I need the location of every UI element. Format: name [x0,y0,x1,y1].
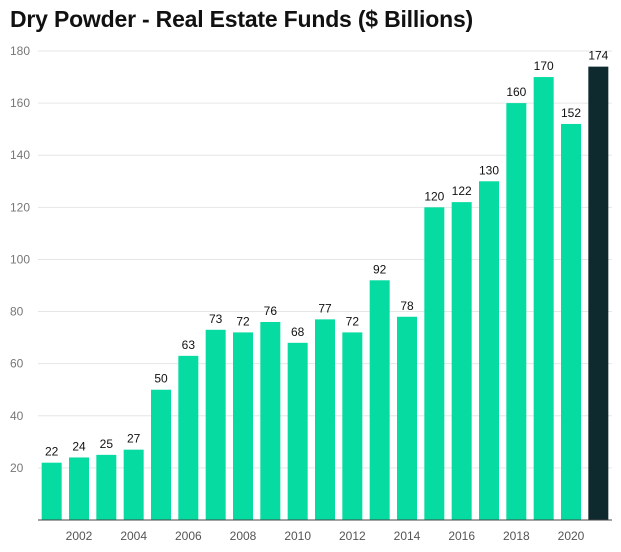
bars [41,66,609,521]
data-label-2011: 77 [318,301,332,315]
data-label-2015: 120 [424,189,444,203]
bar-2020 [561,123,581,520]
y-tick-label: 80 [10,305,24,319]
y-tick-label: 100 [10,252,30,266]
x-tick-label: 2020 [558,529,585,543]
bar-2007 [205,329,226,520]
x-axis-labels: 2002 2004 2006 2008 2010 2012 2014 2016 2018 2020 [66,529,585,543]
x-tick-label: 2014 [394,529,421,543]
bar-2002 [69,457,89,520]
data-label-2003: 25 [100,437,114,451]
chart-title: Dry Powder - Real Estate Funds ($ Billio… [10,6,473,32]
bar-2016 [451,202,472,520]
data-label-2010: 68 [291,325,305,339]
data-label-2009: 76 [264,304,278,318]
data-label-2001: 22 [45,445,59,459]
y-tick-label: 140 [10,148,30,162]
bar-2008 [233,332,253,520]
bar-2012 [342,332,363,520]
data-label-2018: 160 [506,85,526,99]
data-label-2021: 174 [588,49,608,63]
x-tick-label: 2008 [230,529,257,543]
x-tick-label: 2006 [175,529,202,543]
bar-2019 [533,77,554,521]
data-label-2020: 152 [561,106,581,120]
x-tick-label: 2016 [448,529,475,543]
bar-2010 [287,342,308,520]
bar-2015 [424,207,445,521]
data-label-2006: 63 [182,338,196,352]
bar-2006 [178,355,199,520]
y-tick-label: 180 [10,44,30,58]
y-tick-label: 120 [10,200,30,214]
bar-2014 [397,316,417,520]
data-label-2008: 72 [236,314,250,328]
y-tick-label: 20 [10,461,24,475]
data-label-2012: 72 [346,314,360,328]
bar-2003 [96,454,117,520]
data-label-2007: 73 [209,312,223,326]
bar-2013 [369,280,390,520]
data-labels: 22 24 25 27 50 63 73 72 76 68 77 72 92 78 120 122 130 160… [45,49,609,459]
data-label-2004: 27 [127,432,141,446]
data-label-2005: 50 [154,372,168,386]
bar-2001 [41,462,62,520]
data-label-2014: 78 [400,299,414,313]
data-label-2016: 122 [452,184,472,198]
bar-2017 [479,181,499,520]
data-label-2002: 24 [72,439,86,453]
y-tick-label: 160 [10,96,30,110]
data-label-2017: 130 [479,163,499,177]
y-tick-label: 60 [10,357,24,371]
x-tick-label: 2012 [339,529,366,543]
x-tick-label: 2018 [503,529,530,543]
bar-2018 [506,103,527,520]
bar-2005 [151,389,171,520]
data-label-2013: 92 [373,262,387,276]
y-axis-labels: 20 40 60 80 100 120 140 160 180 [10,44,30,475]
bar-2009 [260,321,281,520]
bar-2011 [315,319,335,520]
y-tick-label: 40 [10,409,24,423]
x-tick-label: 2010 [284,529,311,543]
x-tick-label: 2004 [120,529,147,543]
x-tick-label: 2002 [66,529,93,543]
bar-2004 [123,449,144,520]
bar-2021 [588,66,609,520]
data-label-2019: 170 [534,59,554,73]
